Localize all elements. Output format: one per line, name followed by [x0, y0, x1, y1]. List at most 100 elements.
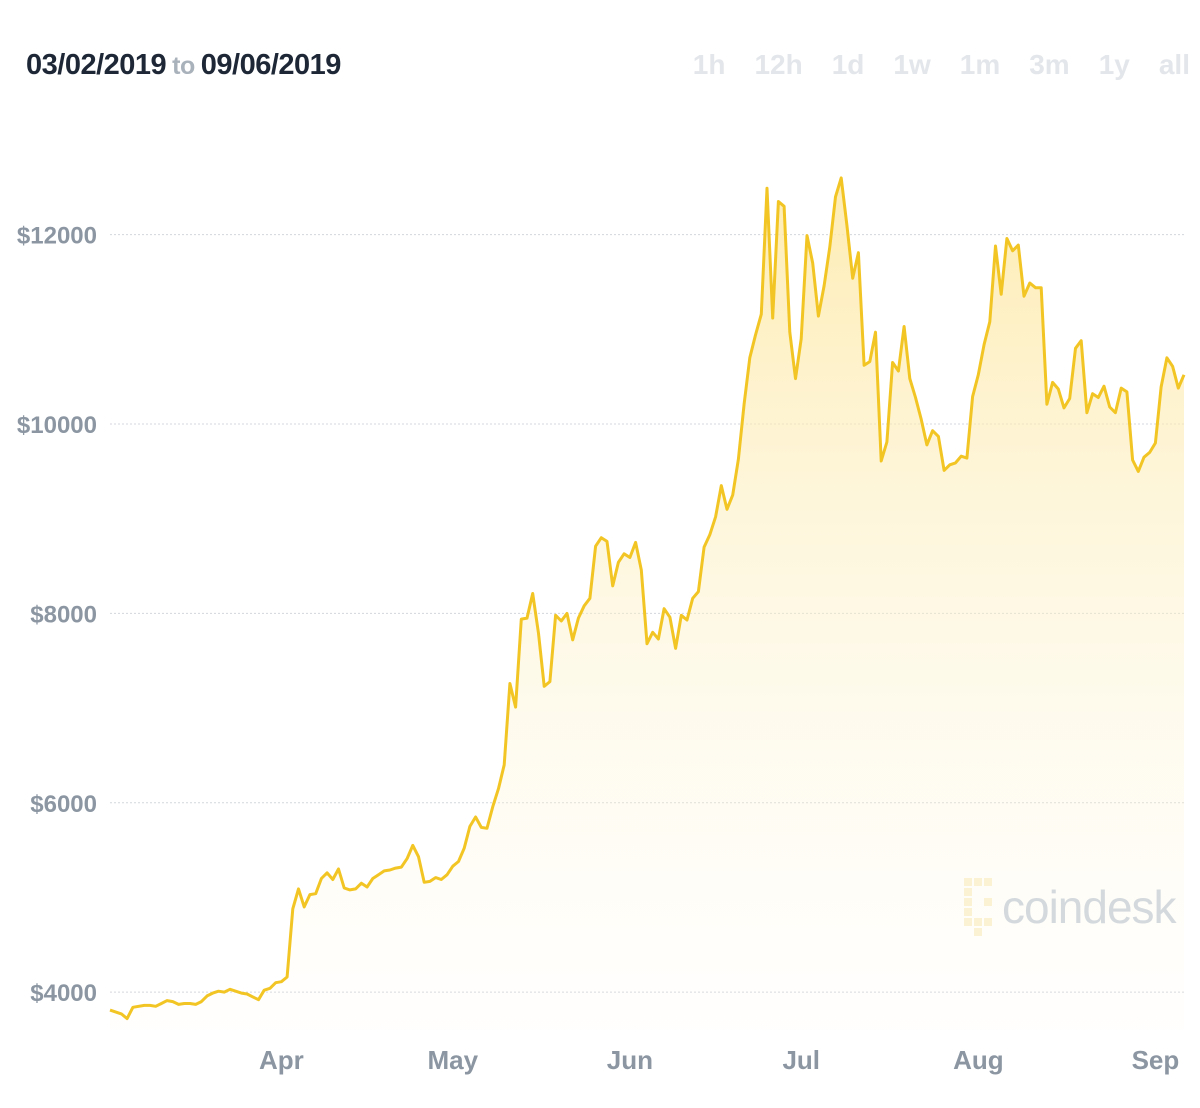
price-point [1126, 391, 1127, 392]
range-1h[interactable]: 1h [692, 49, 726, 80]
y-tick-label: $12000 [17, 223, 97, 250]
price-point [846, 225, 847, 226]
price-point [1138, 471, 1139, 472]
price-point [949, 464, 950, 465]
range-12h[interactable]: 12h [754, 49, 803, 80]
price-point [469, 826, 470, 827]
price-point [389, 869, 390, 870]
range-1y[interactable]: 1y [1098, 49, 1130, 80]
price-point [1081, 340, 1082, 341]
price-point [349, 889, 350, 890]
price-point [938, 436, 939, 437]
price-point [207, 995, 208, 996]
price-point [132, 1007, 133, 1008]
price-point [978, 374, 979, 375]
price-point [458, 861, 459, 862]
price-point [544, 686, 545, 687]
price-point [1046, 404, 1047, 405]
price-point [532, 593, 533, 594]
price-point [801, 338, 802, 339]
price-point [241, 993, 242, 994]
y-tick-label: $4000 [30, 980, 97, 1007]
price-point [161, 1003, 162, 1004]
price-point [155, 1006, 156, 1007]
range-1w[interactable]: 1w [893, 49, 931, 80]
price-point [1098, 397, 1099, 398]
price-point [1103, 386, 1104, 387]
price-point [812, 263, 813, 264]
price-point [898, 370, 899, 371]
price-point [509, 683, 510, 684]
price-point [881, 460, 882, 461]
range-1m[interactable]: 1m [959, 49, 1001, 80]
price-point [566, 613, 567, 614]
y-axis: $4000 $6000 $8000 $10000 $12000 [17, 223, 97, 1007]
price-point [995, 245, 996, 246]
range-all[interactable]: all [1158, 49, 1190, 80]
x-axis: Apr May Jun Jul Aug Sep [259, 1045, 1179, 1075]
price-point [327, 872, 328, 873]
price-point [1172, 366, 1173, 367]
price-point [315, 893, 316, 894]
price-point [229, 989, 230, 990]
price-point [669, 617, 670, 618]
price-point [1035, 287, 1036, 288]
price-point [212, 993, 213, 994]
price-point [1155, 442, 1156, 443]
price-point [721, 485, 722, 486]
price-point [189, 1003, 190, 1004]
price-point [1029, 282, 1030, 283]
range-selector: 1h 12h 1d 1w 1m 3m 1y all [664, 49, 1190, 81]
price-point [1161, 387, 1162, 388]
price-point [429, 881, 430, 882]
end-date: 09/06/2019 [200, 49, 342, 81]
price-point [761, 314, 762, 315]
price-point [772, 317, 773, 318]
price-point [549, 681, 550, 682]
price-point [521, 619, 522, 620]
price-point [766, 188, 767, 189]
x-tick-label: Aug [953, 1045, 1004, 1075]
price-point [1166, 357, 1167, 358]
price-point [121, 1013, 122, 1014]
price-point [784, 206, 785, 207]
price-point [464, 848, 465, 849]
price-point [886, 441, 887, 442]
price-point [926, 444, 927, 445]
price-point [384, 870, 385, 871]
price-point [618, 562, 619, 563]
price-point [1018, 245, 1019, 246]
price-point [1023, 296, 1024, 297]
price-point [738, 459, 739, 460]
price-point [944, 470, 945, 471]
price-point [109, 1010, 110, 1011]
price-point [589, 598, 590, 599]
price-point [424, 882, 425, 883]
x-tick-label: Apr [259, 1045, 304, 1075]
price-point [744, 404, 745, 405]
range-1d[interactable]: 1d [831, 49, 865, 80]
price-point [858, 252, 859, 253]
price-point [475, 816, 476, 817]
price-point [1041, 287, 1042, 288]
price-point [412, 845, 413, 846]
to-label: to [172, 52, 195, 80]
price-point [167, 1000, 168, 1001]
price-point [1132, 459, 1133, 460]
price-point [1115, 412, 1116, 413]
price-point [395, 868, 396, 869]
price-point [606, 541, 607, 542]
range-3m[interactable]: 3m [1029, 49, 1070, 80]
price-point [704, 547, 705, 548]
price-point [287, 976, 288, 977]
price-point [789, 332, 790, 333]
price-point [367, 886, 368, 887]
price-point [829, 246, 830, 247]
coindesk-watermark: coindesk [962, 878, 1177, 936]
date-range: 03/02/2019 to 09/06/2019 [26, 49, 341, 82]
price-point [195, 1004, 196, 1005]
price-point [332, 879, 333, 880]
price-point [447, 874, 448, 875]
price-point [292, 908, 293, 909]
